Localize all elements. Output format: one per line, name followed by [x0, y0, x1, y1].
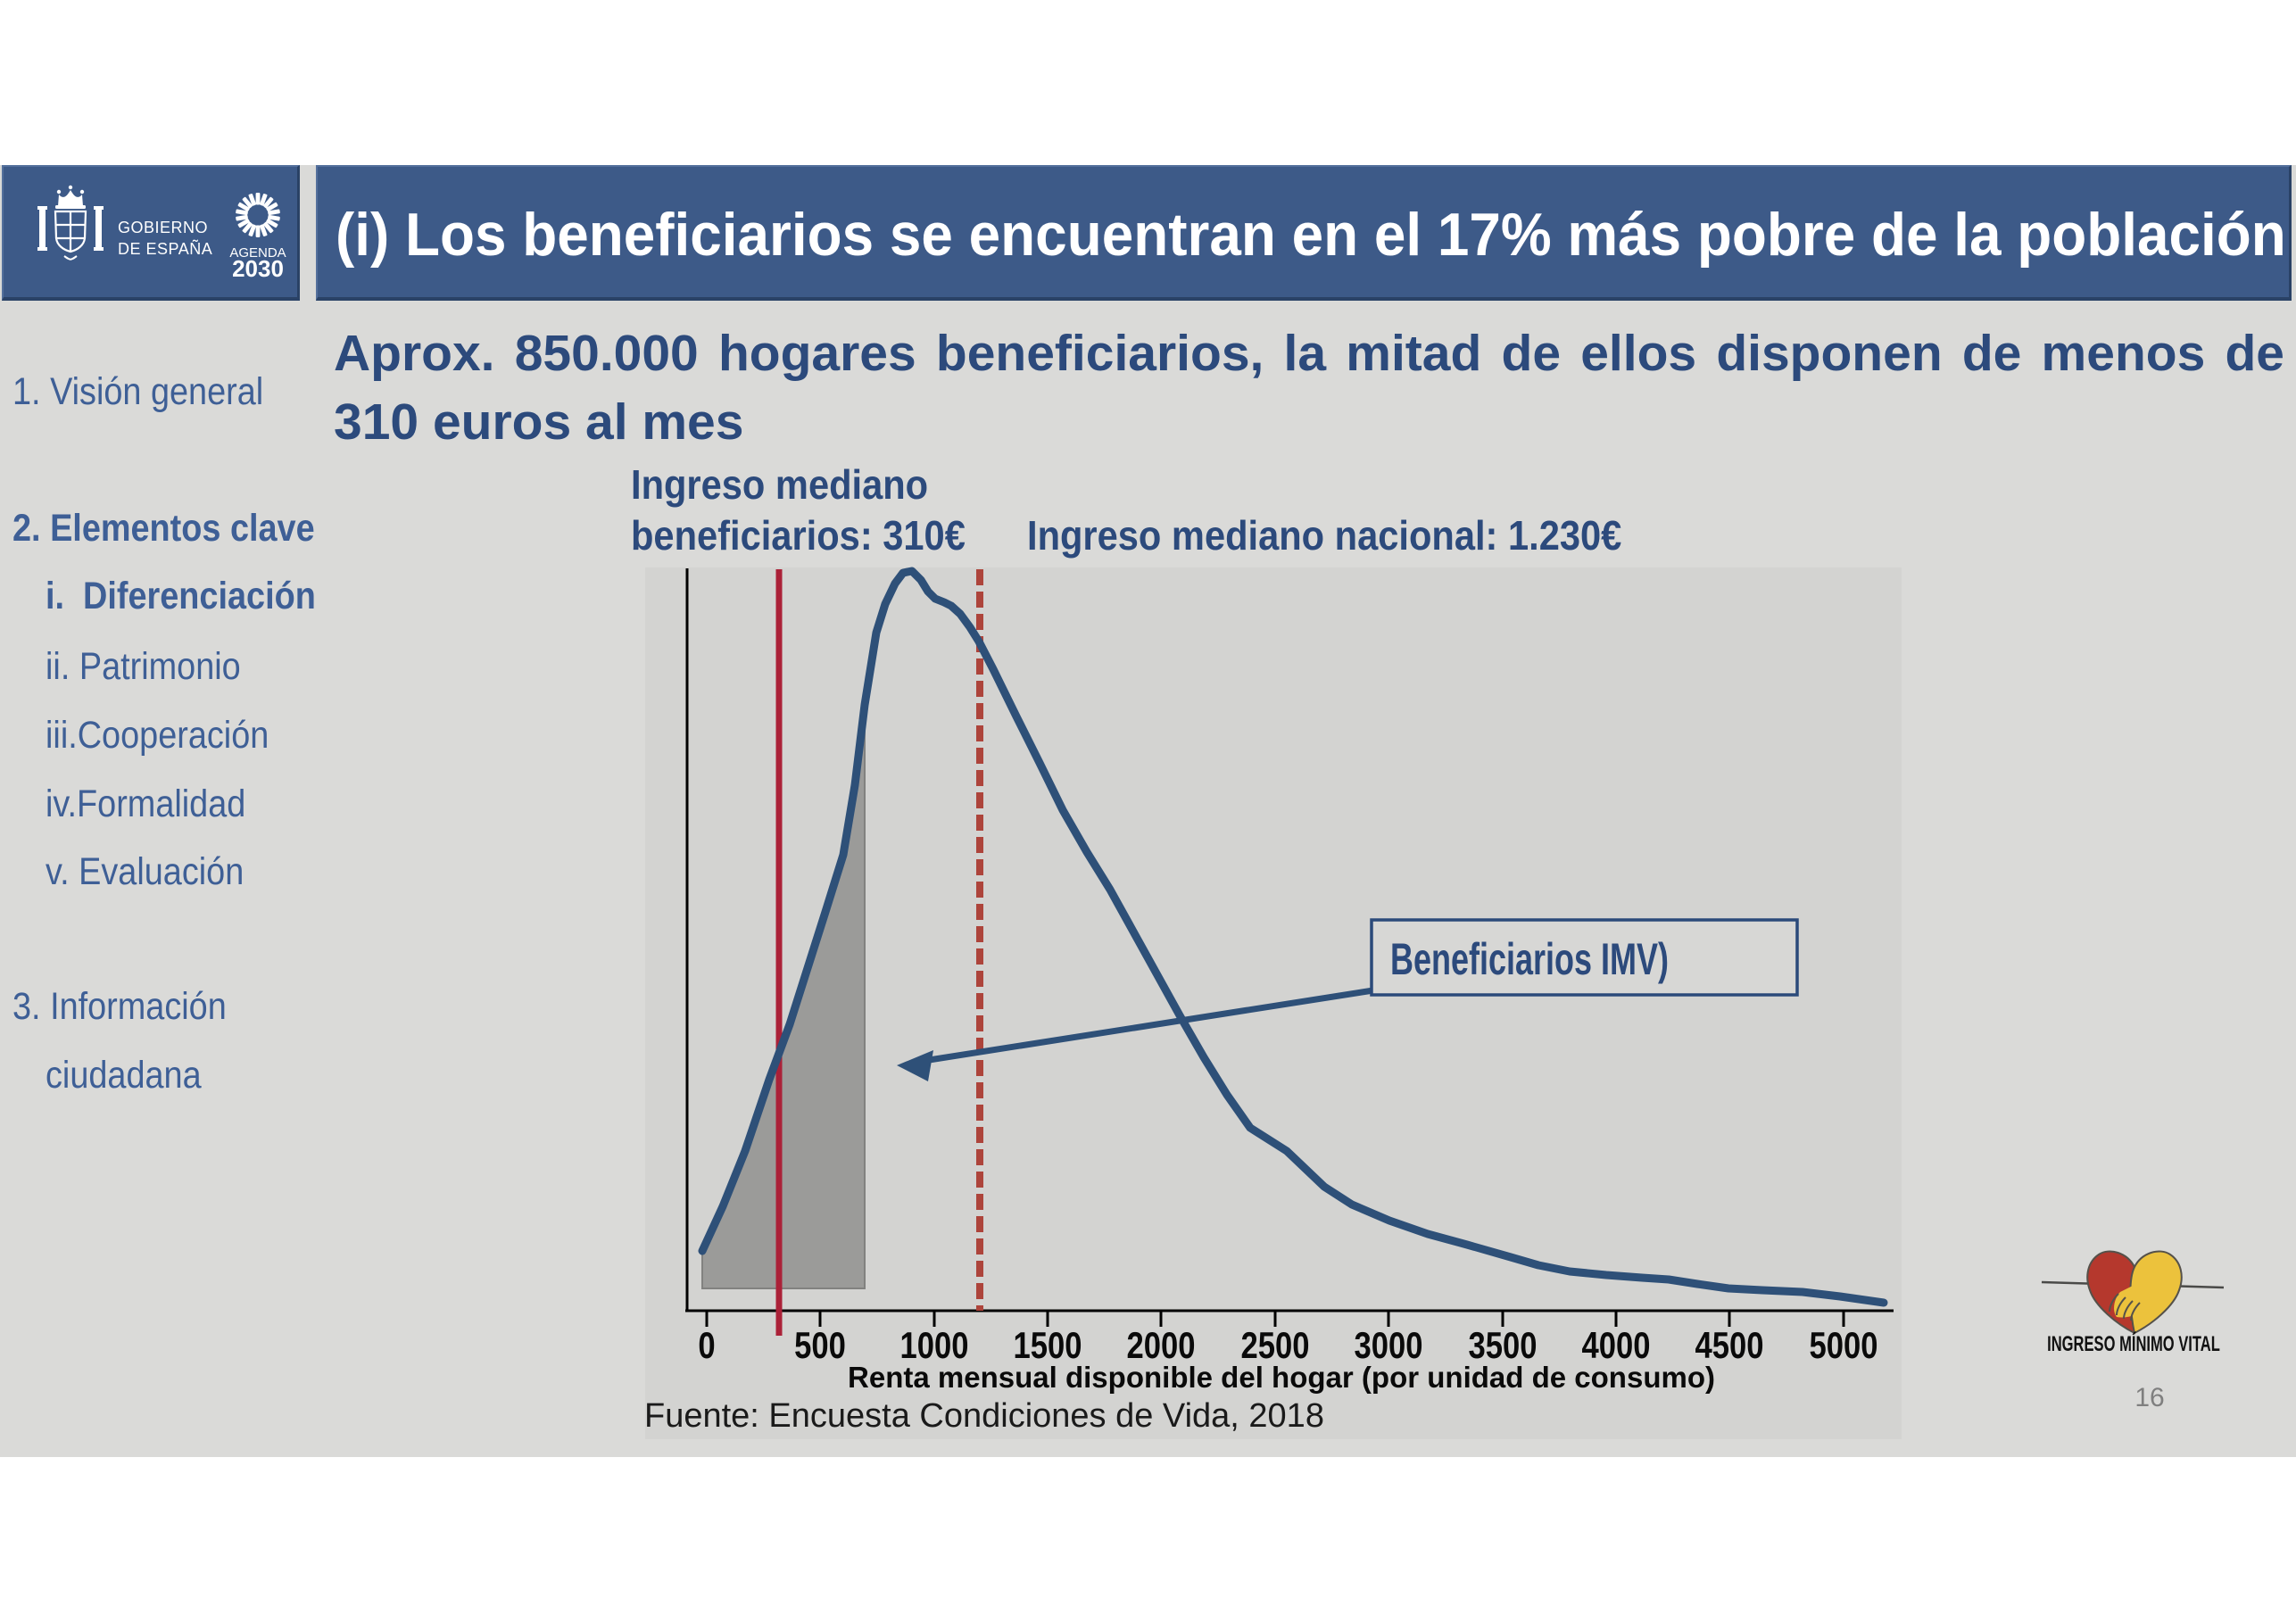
svg-text:16: 16 [2134, 1383, 2164, 1412]
svg-text:GOBIERNO: GOBIERNO [118, 219, 208, 236]
svg-text:4500: 4500 [1695, 1325, 1764, 1367]
svg-text:2500: 2500 [1241, 1325, 1310, 1367]
svg-text:Fuente: Encuesta Condiciones d: Fuente: Encuesta Condiciones de Vida, 20… [644, 1397, 1324, 1435]
svg-text:AGENDA: AGENDA [229, 245, 286, 261]
svg-text:Beneficiarios IMV): Beneficiarios IMV) [1390, 935, 1669, 984]
svg-text:3000: 3000 [1355, 1325, 1423, 1367]
svg-text:3500: 3500 [1469, 1325, 1538, 1367]
svg-text:DE ESPAÑA: DE ESPAÑA [118, 239, 212, 258]
svg-text:Renta mensual disponible del h: Renta mensual disponible del hogar (por … [848, 1361, 1715, 1394]
svg-text:2000: 2000 [1127, 1325, 1196, 1367]
svg-text:INGRESO MÍNIMO VITAL: INGRESO MÍNIMO VITAL [2047, 1332, 2220, 1356]
svg-text:500: 500 [794, 1325, 846, 1367]
svg-text:1500: 1500 [1014, 1325, 1082, 1367]
svg-text:1000: 1000 [900, 1325, 969, 1367]
svg-text:0: 0 [698, 1325, 715, 1367]
svg-text:4000: 4000 [1582, 1325, 1651, 1367]
svg-text:5000: 5000 [1810, 1325, 1878, 1367]
svg-text:2030: 2030 [232, 255, 284, 282]
